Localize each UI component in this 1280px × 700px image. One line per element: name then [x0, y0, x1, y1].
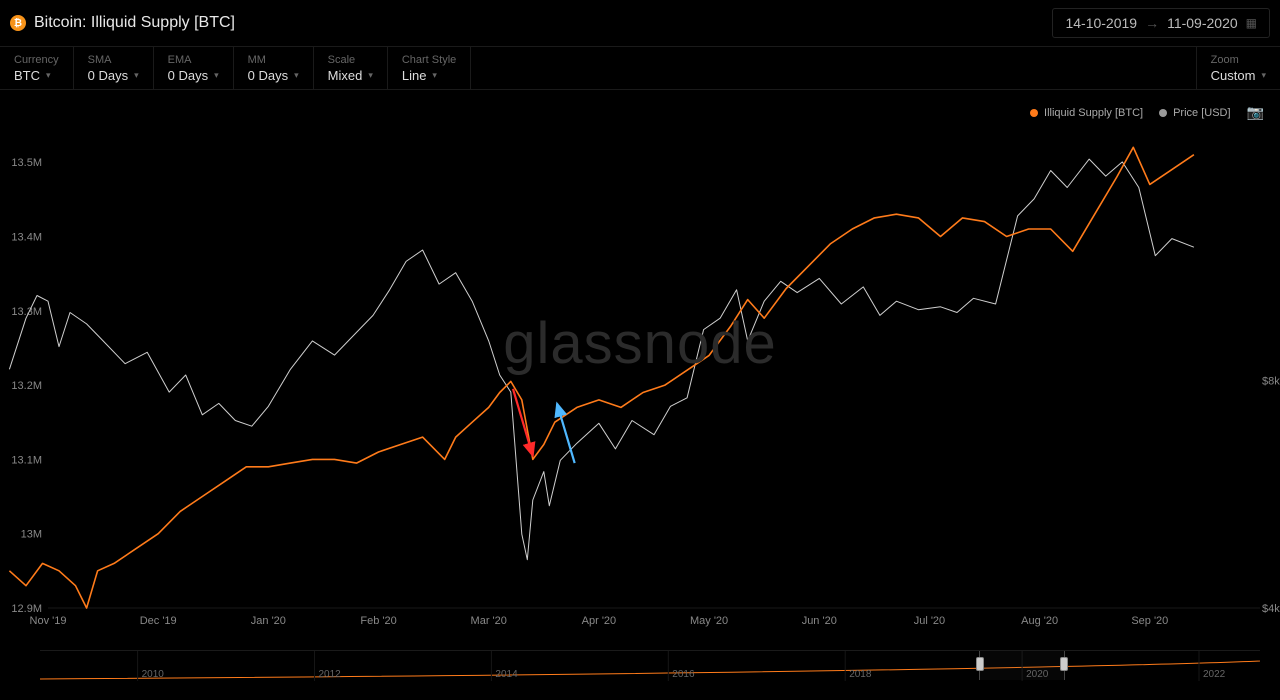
date-separator: →: [1145, 15, 1159, 31]
minimap-handle-right[interactable]: [1060, 657, 1068, 671]
scale-label: Scale: [328, 54, 373, 66]
svg-text:Nov '19: Nov '19: [30, 615, 67, 627]
svg-text:Feb '20: Feb '20: [360, 615, 396, 627]
minimap[interactable]: 2010201220142016201820202022: [40, 650, 1260, 680]
svg-text:13.2M: 13.2M: [11, 380, 42, 392]
minimap-selection[interactable]: [979, 651, 1064, 680]
svg-text:2014: 2014: [495, 669, 518, 680]
svg-text:Jan '20: Jan '20: [251, 615, 286, 627]
svg-text:$4k: $4k: [1262, 603, 1280, 615]
currency-value: BTC: [14, 68, 40, 83]
svg-text:Jul '20: Jul '20: [914, 615, 945, 627]
ema-select[interactable]: EMA 0 Days ▾: [154, 47, 234, 89]
mm-value: 0 Days: [248, 68, 288, 83]
legend-label: Price [USD]: [1173, 107, 1230, 119]
mm-label: MM: [248, 54, 299, 66]
date-from: 14-10-2019: [1065, 15, 1137, 31]
chevron-down-icon: ▾: [368, 70, 373, 81]
legend-item-price[interactable]: Price [USD]: [1159, 107, 1230, 119]
svg-text:13.3M: 13.3M: [11, 306, 42, 318]
sma-label: SMA: [88, 54, 139, 66]
date-to: 11-09-2020: [1167, 15, 1238, 31]
svg-text:2016: 2016: [672, 669, 695, 680]
page-title: Bitcoin: Illiquid Supply [BTC]: [34, 14, 235, 32]
chart-style-select[interactable]: Chart Style Line ▾: [388, 47, 471, 89]
scale-value: Mixed: [328, 68, 363, 83]
chevron-down-icon: ▾: [294, 70, 299, 81]
svg-text:Jun '20: Jun '20: [802, 615, 837, 627]
svg-text:Dec '19: Dec '19: [140, 615, 177, 627]
chevron-down-icon: ▾: [46, 70, 51, 81]
zoom-value: Custom: [1211, 68, 1256, 83]
svg-text:13.4M: 13.4M: [11, 231, 42, 243]
ema-label: EMA: [168, 54, 219, 66]
sma-select[interactable]: SMA 0 Days ▾: [74, 47, 154, 89]
calendar-icon: ▦: [1246, 16, 1257, 30]
legend-item-illiquid[interactable]: Illiquid Supply [BTC]: [1030, 107, 1143, 119]
svg-text:2012: 2012: [319, 669, 342, 680]
zoom-select[interactable]: Zoom Custom ▾: [1196, 47, 1280, 89]
svg-text:Apr '20: Apr '20: [582, 615, 617, 627]
legend: Illiquid Supply [BTC] Price [USD] 📷: [1030, 104, 1264, 121]
legend-dot-icon: [1030, 109, 1038, 117]
chevron-down-icon: ▾: [1261, 70, 1266, 81]
svg-text:2010: 2010: [142, 669, 165, 680]
minimap-chart: 2010201220142016201820202022: [40, 651, 1260, 681]
svg-text:13.5M: 13.5M: [11, 157, 42, 169]
minimap-handle-left[interactable]: [976, 657, 984, 671]
svg-text:May '20: May '20: [690, 615, 728, 627]
currency-label: Currency: [14, 54, 59, 66]
chevron-down-icon: ▾: [214, 70, 219, 81]
legend-dot-icon: [1159, 109, 1167, 117]
toolbar: Currency BTC ▾ SMA 0 Days ▾ EMA 0 Days ▾ MM…: [0, 46, 1280, 90]
svg-text:13.1M: 13.1M: [11, 454, 42, 466]
sma-value: 0 Days: [88, 68, 128, 83]
svg-text:2022: 2022: [1203, 669, 1226, 680]
ema-value: 0 Days: [168, 68, 208, 83]
zoom-label: Zoom: [1211, 54, 1266, 66]
svg-text:2018: 2018: [849, 669, 872, 680]
date-range-picker[interactable]: 14-10-2019 → 11-09-2020 ▦: [1052, 8, 1270, 38]
svg-text:Mar '20: Mar '20: [471, 615, 507, 627]
svg-text:$8k: $8k: [1262, 376, 1280, 388]
watermark: glassnode: [503, 310, 776, 377]
scale-select[interactable]: Scale Mixed ▾: [314, 47, 388, 89]
mm-select[interactable]: MM 0 Days ▾: [234, 47, 314, 89]
legend-label: Illiquid Supply [BTC]: [1044, 107, 1143, 119]
camera-icon[interactable]: 📷: [1247, 104, 1264, 121]
svg-text:12.9M: 12.9M: [11, 603, 42, 615]
svg-text:Sep '20: Sep '20: [1131, 615, 1168, 627]
currency-select[interactable]: Currency BTC ▾: [0, 47, 74, 89]
chevron-down-icon: ▾: [134, 70, 139, 81]
bitcoin-icon: ₿: [10, 15, 26, 31]
chart-style-label: Chart Style: [402, 54, 456, 66]
chart-style-value: Line: [402, 68, 427, 83]
chevron-down-icon: ▾: [432, 70, 437, 81]
svg-text:Aug '20: Aug '20: [1021, 615, 1058, 627]
svg-text:13M: 13M: [21, 529, 42, 541]
